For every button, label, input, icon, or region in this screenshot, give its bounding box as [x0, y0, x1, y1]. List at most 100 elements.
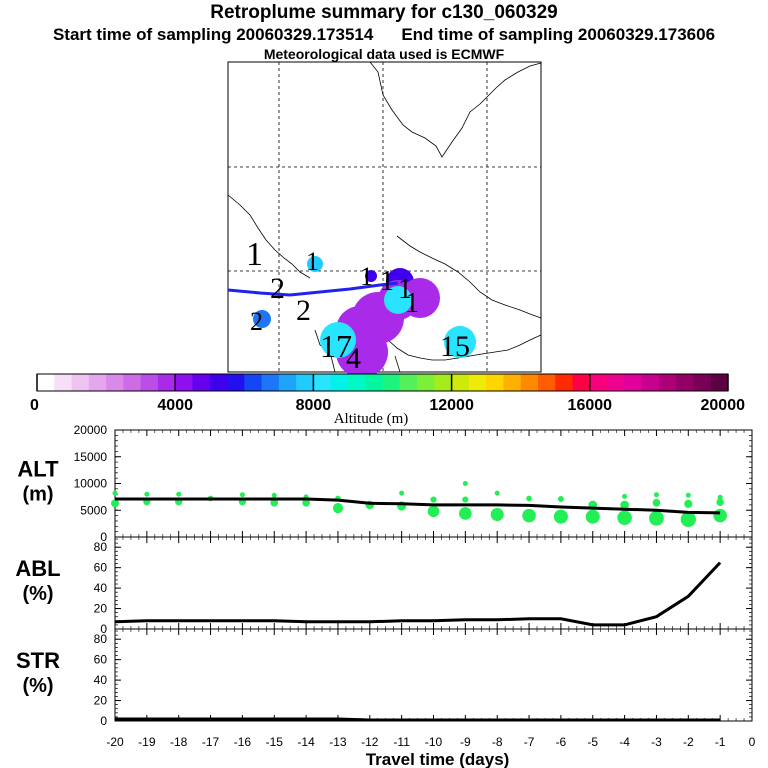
series-line	[115, 717, 721, 722]
colorbar-swatch	[676, 374, 694, 391]
y-tick-label: 0	[100, 714, 107, 728]
colorbar-swatch	[468, 374, 487, 391]
data-point	[270, 498, 279, 507]
colorbar-swatch	[607, 374, 625, 391]
map-day-label: 4	[346, 342, 361, 375]
data-point	[620, 500, 629, 510]
data-point	[430, 496, 437, 503]
colorbar-swatch	[434, 374, 452, 391]
data-point	[653, 492, 659, 498]
data-point	[494, 490, 500, 496]
x-tick-label: -2	[683, 735, 694, 749]
data-point	[459, 507, 472, 520]
colorbar-swatch	[54, 374, 72, 391]
colorbar-swatch	[520, 374, 539, 391]
y-tick-label: 20000	[74, 423, 108, 437]
x-tick-label: -8	[492, 735, 503, 749]
map-day-label: 15	[440, 330, 470, 363]
panel-alt: 0 5000 10000 15000 20000 ALT(m)	[17, 423, 753, 544]
y-tick-label: 20	[94, 694, 108, 708]
coastline	[369, 61, 542, 158]
map-day-label: 1	[246, 236, 263, 273]
data-point	[462, 496, 469, 503]
coastline	[227, 194, 311, 279]
colorbar-label: Altitude (m)	[334, 411, 409, 427]
x-tick-label: -9	[460, 735, 471, 749]
x-tick-label: -15	[266, 735, 284, 749]
panel-label: STR	[16, 648, 60, 673]
x-tick-label: -10	[425, 735, 443, 749]
mean-trajectory	[227, 281, 399, 297]
map-day-label: 17	[320, 328, 352, 364]
y-tick-label: 15000	[74, 450, 108, 464]
x-tick-label: -5	[587, 735, 598, 749]
colorbar-tick-label: 12000	[429, 397, 474, 414]
data-point	[271, 492, 277, 498]
data-point	[462, 481, 468, 486]
data-point	[680, 511, 696, 527]
x-tick-label: -7	[524, 735, 535, 749]
plume-circle	[384, 286, 412, 314]
x-tick-label: -6	[556, 735, 567, 749]
data-point	[717, 494, 723, 501]
plume-circle	[307, 256, 323, 272]
panel-unit: (%)	[22, 583, 53, 605]
panel-unit: (m)	[22, 484, 53, 506]
colorbar-swatch	[123, 374, 142, 391]
colorbar-tick-label: 16000	[568, 397, 613, 414]
time-series-panels: 05000100001500020000ALT(m)020406080ABL(%…	[15, 423, 755, 768]
data-point	[553, 509, 568, 524]
colorbar-swatch	[261, 374, 280, 391]
x-tick-label: -12	[361, 735, 379, 749]
coastline	[394, 355, 401, 373]
start-time-label: Start time of sampling 20060329.173514	[52, 25, 374, 44]
x-tick-label: -17	[202, 735, 220, 749]
panel-label: ABL	[15, 556, 60, 581]
plume-circle	[320, 322, 356, 358]
data-point	[302, 498, 310, 507]
y-tick-label: 80	[94, 540, 108, 554]
data-point	[652, 498, 661, 507]
colorbar-swatch	[140, 374, 159, 391]
data-point	[399, 490, 405, 496]
colorbar-swatch	[710, 374, 729, 391]
data-point	[490, 507, 504, 522]
y-tick-label: 40	[94, 581, 108, 595]
data-point	[617, 510, 632, 526]
x-tick-label: -20	[106, 735, 124, 749]
colorbar-swatch	[227, 374, 245, 391]
x-tick-label: -19	[138, 735, 156, 749]
colorbar-swatch	[88, 374, 107, 391]
colorbar-swatch	[192, 374, 211, 391]
x-tick-label: -1	[715, 735, 726, 749]
plume-circle	[253, 310, 271, 328]
colorbar-swatch	[624, 374, 643, 391]
y-tick-label: 5000	[80, 503, 107, 517]
colorbar-swatch	[37, 374, 55, 391]
colorbar-swatch	[175, 374, 193, 391]
y-tick-label: 40	[94, 673, 108, 687]
sampling-times: Start time of sampling 20060329.173514 En…	[0, 25, 768, 45]
map-day-label: 1	[405, 288, 419, 319]
data-point	[522, 508, 536, 523]
plume-circle	[365, 270, 377, 282]
data-point	[239, 492, 245, 498]
colorbar-swatch	[157, 374, 176, 391]
y-tick-label: 0	[100, 530, 107, 544]
colorbar-tick-label: 8000	[296, 397, 332, 414]
colorbar-swatch	[555, 374, 573, 391]
y-tick-label: 10000	[74, 477, 108, 491]
colorbar-swatch	[693, 374, 712, 391]
colorbar-swatch	[209, 374, 228, 391]
y-tick-label: 0	[100, 622, 107, 636]
coastline	[396, 235, 542, 319]
plume-circles	[253, 256, 476, 378]
colorbar-swatch	[589, 374, 608, 391]
colorbar-swatch	[486, 374, 504, 391]
data-point	[685, 492, 691, 498]
colorbar-swatch	[313, 374, 332, 391]
map-day-label: 2	[270, 272, 285, 305]
x-tick-label: -4	[619, 735, 630, 749]
